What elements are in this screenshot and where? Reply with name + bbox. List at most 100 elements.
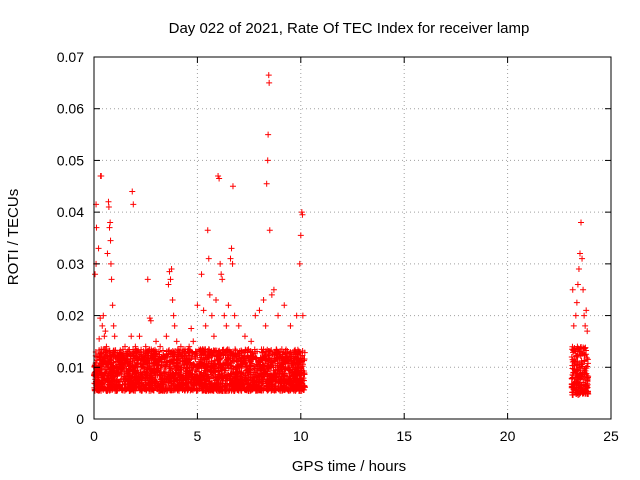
data-point — [124, 383, 131, 390]
data-point — [128, 333, 135, 340]
data-point — [105, 203, 112, 210]
data-point — [228, 365, 235, 372]
data-point — [235, 322, 242, 329]
data-point — [97, 315, 104, 322]
data-point — [179, 386, 186, 393]
data-point — [188, 325, 195, 332]
data-point — [95, 387, 102, 394]
data-point — [102, 328, 109, 335]
data-point — [94, 381, 101, 388]
data-point — [170, 378, 177, 385]
data-point — [215, 348, 222, 355]
data-point — [571, 345, 578, 352]
data-point — [108, 276, 115, 283]
data-point — [117, 370, 124, 377]
data-points — [91, 72, 592, 398]
data-point — [98, 384, 105, 391]
data-point — [220, 346, 227, 353]
data-point — [185, 385, 192, 392]
data-point — [281, 302, 288, 309]
data-point — [178, 366, 185, 373]
data-point — [201, 376, 208, 383]
x-tick-label: 25 — [603, 428, 619, 444]
data-point — [206, 291, 213, 298]
data-point — [180, 381, 187, 388]
data-point — [159, 372, 166, 379]
data-point — [174, 356, 181, 363]
data-point — [260, 297, 267, 304]
data-point — [215, 375, 222, 382]
data-point — [569, 362, 576, 369]
data-point — [103, 387, 110, 394]
data-point — [583, 365, 590, 372]
data-point — [262, 356, 269, 363]
data-point — [216, 175, 223, 182]
data-point — [125, 360, 132, 367]
data-point — [157, 343, 164, 350]
data-point — [181, 380, 188, 387]
data-point — [105, 198, 112, 205]
data-point — [230, 385, 237, 392]
data-point — [232, 346, 239, 353]
data-point — [279, 371, 286, 378]
y-tick-label: 0.01 — [57, 359, 84, 375]
data-point — [168, 365, 175, 372]
data-point — [185, 378, 192, 385]
data-point — [147, 317, 154, 324]
data-point — [293, 359, 300, 366]
data-point — [200, 373, 207, 380]
data-point — [110, 351, 117, 358]
data-point — [271, 387, 278, 394]
data-point — [169, 372, 176, 379]
data-point — [294, 375, 301, 382]
data-point — [265, 72, 272, 79]
data-point — [163, 385, 170, 392]
data-point — [299, 363, 306, 370]
data-point — [297, 232, 304, 239]
data-point — [250, 364, 257, 371]
data-point — [265, 131, 272, 138]
data-point — [252, 312, 259, 319]
data-point — [144, 352, 151, 359]
data-point — [149, 380, 156, 387]
data-point — [99, 360, 106, 367]
data-point — [142, 375, 149, 382]
data-point — [107, 356, 114, 363]
data-point — [572, 348, 579, 355]
data-point — [223, 322, 230, 329]
data-point — [202, 322, 209, 329]
data-point — [248, 338, 255, 345]
data-point — [569, 286, 576, 293]
data-point — [582, 367, 589, 374]
data-point — [205, 255, 212, 262]
data-point — [170, 349, 177, 356]
data-point — [170, 312, 177, 319]
data-point — [230, 387, 237, 394]
data-point — [121, 352, 128, 359]
data-point — [219, 374, 226, 381]
data-point — [289, 366, 296, 373]
data-point — [198, 382, 205, 389]
data-point — [161, 353, 168, 360]
data-point — [121, 378, 128, 385]
data-point — [263, 362, 270, 369]
y-tick-label: 0.02 — [57, 308, 84, 324]
data-point — [122, 343, 129, 350]
data-point — [195, 358, 202, 365]
data-point — [145, 352, 152, 359]
data-point — [174, 346, 181, 353]
data-point — [95, 245, 102, 252]
data-point — [95, 377, 102, 384]
data-point — [584, 375, 591, 382]
data-point — [168, 266, 175, 273]
data-point — [135, 380, 142, 387]
data-point — [204, 385, 211, 392]
data-point — [297, 356, 304, 363]
data-point — [245, 373, 252, 380]
data-point — [163, 333, 170, 340]
data-point — [130, 364, 137, 371]
data-point — [237, 361, 244, 368]
data-point — [129, 379, 136, 386]
data-point — [144, 276, 151, 283]
data-point — [202, 352, 209, 359]
